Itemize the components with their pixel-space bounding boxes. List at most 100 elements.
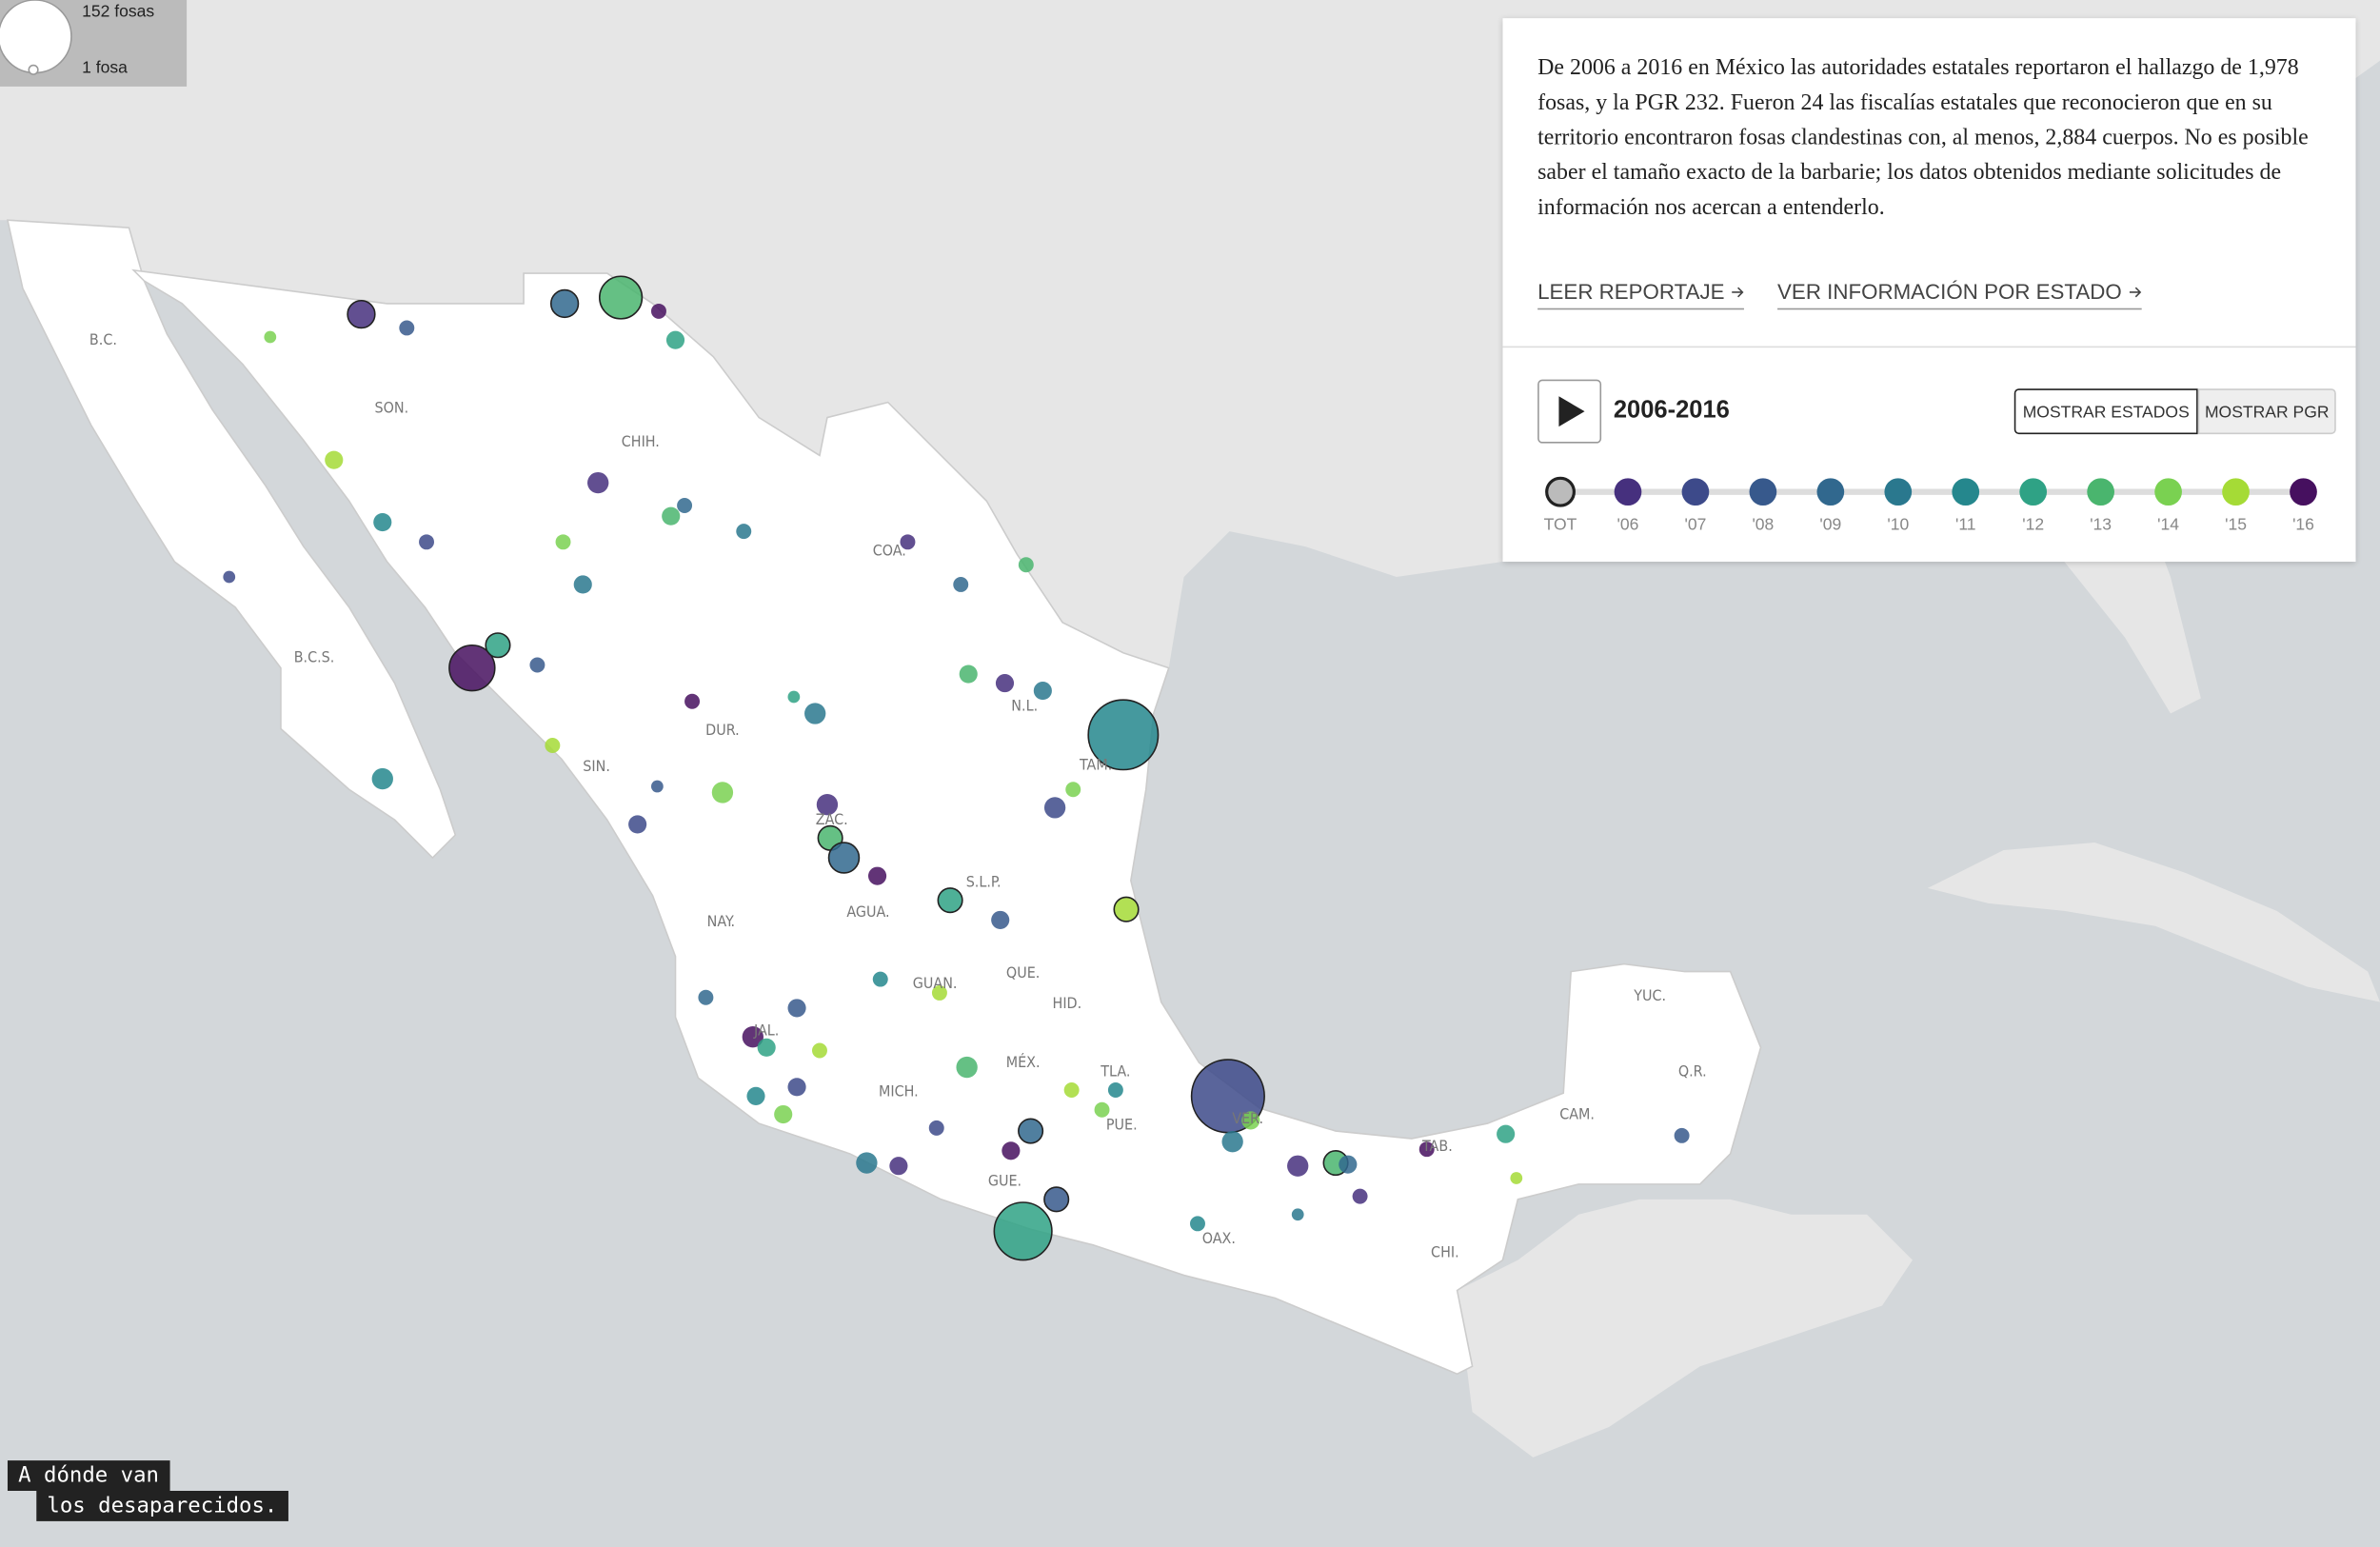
grave-marker [928, 1120, 944, 1136]
year-label: '11 [1955, 515, 1976, 534]
legend-circle-max [0, 0, 72, 74]
grave-marker [698, 989, 714, 1005]
arrow-icon [1732, 287, 1744, 298]
year-dot[interactable] [2290, 478, 2317, 506]
grave-marker [1287, 1155, 1309, 1177]
year-dot[interactable] [1681, 478, 1710, 506]
state-label: VER. [1232, 1109, 1263, 1127]
play-button[interactable] [1537, 379, 1602, 444]
state-label: MICH. [879, 1081, 919, 1100]
grave-marker [956, 1056, 978, 1079]
state-label: B.C.S. [294, 647, 335, 665]
grave-marker [812, 1042, 827, 1059]
year-label: '15 [2225, 515, 2247, 534]
grave-marker [1291, 1208, 1304, 1221]
year-dot[interactable] [2154, 478, 2182, 506]
grave-marker [1043, 1186, 1070, 1213]
year-label: '10 [1887, 515, 1909, 534]
grave-marker [867, 866, 887, 885]
grave-marker [889, 1157, 908, 1176]
grave-marker [872, 971, 888, 987]
grave-marker [325, 450, 344, 469]
grave-marker [587, 471, 609, 494]
grave-marker [1190, 1216, 1205, 1232]
grave-marker [746, 1086, 765, 1105]
state-label: SON. [375, 399, 409, 417]
grave-marker [1352, 1188, 1368, 1204]
grave-marker [485, 632, 511, 659]
grave-marker [399, 320, 415, 336]
state-label: COA. [873, 542, 906, 560]
grave-marker [555, 534, 571, 550]
grave-marker [856, 1152, 878, 1174]
year-dot[interactable] [1749, 478, 1777, 506]
link[interactable]: LEER REPORTAJE [1537, 279, 1745, 310]
grave-marker [742, 1026, 764, 1048]
state-label: CHI. [1431, 1242, 1459, 1260]
state-label: Q.R. [1678, 1062, 1707, 1081]
year-dot[interactable] [1816, 478, 1845, 506]
grave-marker [711, 782, 734, 803]
grave-marker [650, 780, 664, 793]
grave-marker [1018, 557, 1034, 573]
year-dot[interactable] [1884, 478, 1913, 506]
state-label: MÉX. [1006, 1053, 1041, 1071]
grave-marker [677, 498, 693, 514]
logo-line: los desaparecidos. [36, 1490, 288, 1521]
grave-marker [347, 299, 376, 329]
grave-marker [1674, 1127, 1690, 1143]
toggle-button[interactable]: MOSTRAR PGR [2197, 388, 2336, 435]
state-label: TLA. [1100, 1062, 1130, 1081]
toggle-button[interactable]: MOSTRAR ESTADOS [2013, 388, 2198, 435]
state-label: NAY. [707, 912, 735, 930]
state-label: N.L. [1011, 696, 1038, 714]
grave-marker [1065, 782, 1081, 798]
grave-marker [787, 690, 801, 704]
year-dot[interactable] [1614, 478, 1642, 506]
grave-marker [804, 703, 826, 724]
grave-marker [1241, 1111, 1260, 1130]
link-text: VER INFORMACIÓN POR ESTADO [1777, 279, 2122, 304]
state-label: GUE. [988, 1171, 1021, 1189]
year-dot[interactable] [2087, 478, 2114, 506]
state-label: DUR. [705, 721, 739, 739]
cuba [1927, 843, 2380, 1002]
state-label: TAB. [1421, 1137, 1453, 1155]
state-label: AGUA. [846, 902, 889, 921]
grave-marker [1033, 682, 1052, 701]
legend-max: 152 fosas [82, 2, 154, 21]
state-label: YUC. [1633, 986, 1666, 1004]
intro-text: De 2006 a 2016 en México las autoridades… [1537, 56, 2309, 221]
grave-marker [931, 984, 947, 1001]
grave-marker [991, 910, 1010, 929]
link[interactable]: VER INFORMACIÓN POR ESTADO [1777, 279, 2142, 310]
grave-marker [419, 534, 434, 550]
period-label: 2006-2016 [1613, 397, 1730, 424]
grave-marker [757, 1038, 776, 1057]
year-dot[interactable] [2019, 478, 2048, 506]
state-label: PUE. [1106, 1115, 1138, 1133]
link-text: LEER REPORTAJE [1537, 279, 1725, 304]
mexico-mainland [131, 268, 1762, 1376]
year-dot[interactable] [1952, 478, 1980, 506]
grave-marker [665, 330, 685, 349]
state-label: SIN. [583, 757, 610, 775]
divider [1502, 346, 2356, 348]
state-label: CHIH. [622, 432, 660, 450]
grave-marker [1510, 1172, 1523, 1184]
grave-marker [1063, 1082, 1080, 1098]
grave-marker [953, 576, 969, 592]
grave-marker [787, 1078, 806, 1097]
state-label: CAM. [1559, 1104, 1595, 1122]
year-label: '13 [2090, 515, 2112, 534]
grave-marker [995, 674, 1015, 693]
grave-marker [1113, 896, 1140, 922]
grave-marker [684, 693, 701, 709]
year-label: '07 [1685, 515, 1707, 534]
year-dot[interactable] [2222, 478, 2250, 506]
grave-marker [573, 575, 592, 594]
grave-marker [736, 524, 752, 540]
year-dot[interactable] [1545, 476, 1576, 507]
grave-marker [1221, 1131, 1243, 1153]
grave-marker [662, 506, 681, 526]
